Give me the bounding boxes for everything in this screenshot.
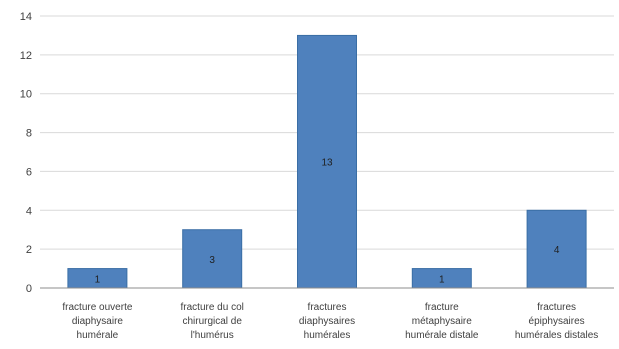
bar bbox=[297, 34, 357, 289]
x-tick-label: fracture ouverte diaphysaire humérale bbox=[62, 302, 132, 341]
y-axis-ticks: 0 2 4 6 8 10 12 14 bbox=[20, 11, 32, 295]
x-tick-label-line: humérale distale bbox=[405, 330, 479, 341]
x-tick-label-line: fracture du col bbox=[181, 302, 244, 313]
y-tick-label: 6 bbox=[26, 166, 32, 178]
x-tick-label-line: humérales distales bbox=[515, 330, 598, 341]
y-tick-label: 2 bbox=[26, 244, 32, 256]
x-tick-label-line: chirurgical de bbox=[182, 316, 242, 327]
y-tick-label: 12 bbox=[20, 50, 32, 62]
x-tick-label-line: l'humérus bbox=[191, 330, 234, 341]
x-tick-label-line: diaphysaire bbox=[72, 316, 124, 327]
bar bbox=[182, 229, 243, 289]
bar-data-label: 13 bbox=[321, 158, 333, 169]
bar-data-label: 1 bbox=[439, 274, 445, 285]
y-tick-label: 8 bbox=[26, 128, 32, 140]
x-axis-ticks: fracture ouverte diaphysaire huméralefract… bbox=[62, 302, 598, 341]
x-tick-label-line: métaphysaire bbox=[412, 316, 472, 327]
x-tick-label-line: humérale bbox=[77, 330, 119, 341]
x-tick-label: fracture du col chirurgical de l'humérus bbox=[181, 302, 244, 341]
x-tick-label: fractures épiphysaires humérales distales bbox=[515, 302, 598, 341]
bar-data-label: 3 bbox=[209, 255, 215, 266]
bars bbox=[67, 34, 587, 289]
bar bbox=[526, 209, 587, 289]
x-tick-label: fractures diaphysaires humérales bbox=[299, 302, 355, 341]
x-tick-label-line: humérales bbox=[304, 330, 351, 341]
y-tick-label: 14 bbox=[20, 11, 32, 23]
y-tick-label: 4 bbox=[26, 205, 32, 217]
bar-data-label: 1 bbox=[95, 274, 101, 285]
x-tick-label-line: fractures bbox=[308, 302, 347, 313]
bar-data-label: 4 bbox=[554, 245, 560, 256]
x-tick-label: fracture métaphysaire humérale distale bbox=[405, 302, 479, 341]
x-tick-label-line: épiphysaires bbox=[529, 316, 585, 327]
y-tick-label: 0 bbox=[26, 283, 32, 295]
x-tick-label-line: diaphysaires bbox=[299, 316, 355, 327]
x-tick-label-line: fracture ouverte bbox=[62, 302, 132, 313]
x-tick-label-line: fracture bbox=[425, 302, 459, 313]
y-tick-label: 10 bbox=[20, 89, 32, 101]
x-tick-label-line: fractures bbox=[537, 302, 576, 313]
